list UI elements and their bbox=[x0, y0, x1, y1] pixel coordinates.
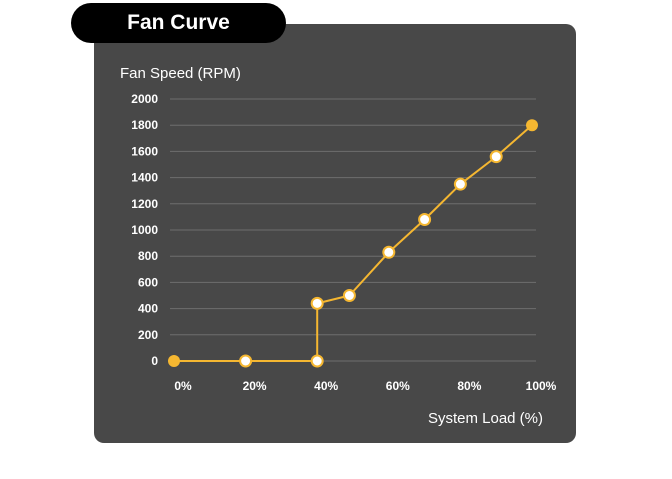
curve-control-point[interactable] bbox=[310, 296, 324, 310]
y-tick-label: 200 bbox=[138, 328, 158, 342]
curve-control-point[interactable] bbox=[239, 354, 253, 368]
x-tick-label: 0% bbox=[174, 379, 192, 393]
curve-control-point[interactable] bbox=[310, 354, 324, 368]
curve-endpoint[interactable] bbox=[168, 355, 180, 367]
curve-control-point[interactable] bbox=[342, 289, 356, 302]
y-tick-label: 1600 bbox=[131, 144, 158, 158]
y-tick-label: 1400 bbox=[131, 171, 158, 185]
chart-title-tab: Fan Curve bbox=[71, 3, 286, 43]
y-tick-label: 2000 bbox=[131, 92, 158, 106]
chart-title: Fan Curve bbox=[127, 11, 230, 34]
y-axis-ticks: 0 200 400 600 800 1000 1200 1400 1600 1800 2000 bbox=[131, 92, 158, 368]
curve-control-point[interactable] bbox=[418, 213, 432, 227]
y-tick-label: 0 bbox=[151, 354, 158, 368]
x-tick-label: 60% bbox=[386, 379, 410, 393]
curve-endpoint[interactable] bbox=[526, 119, 538, 132]
y-tick-label: 800 bbox=[138, 249, 158, 263]
y-tick-label: 1200 bbox=[131, 197, 158, 211]
x-tick-label: 80% bbox=[457, 379, 481, 393]
y-tick-label: 600 bbox=[138, 275, 158, 289]
x-axis-ticks: 0% 20% 40% 60% 80% 100% bbox=[174, 379, 556, 393]
x-tick-label: 100% bbox=[526, 379, 557, 393]
y-tick-label: 400 bbox=[138, 302, 158, 316]
x-axis-title: System Load (%) bbox=[428, 410, 543, 427]
curve-points bbox=[168, 119, 538, 368]
grid-lines bbox=[170, 98, 536, 362]
x-tick-label: 20% bbox=[243, 379, 267, 393]
chart-panel bbox=[94, 24, 576, 443]
y-axis-title: Fan Speed (RPM) bbox=[120, 65, 241, 82]
y-tick-label: 1800 bbox=[131, 118, 158, 132]
fan-curve-line bbox=[174, 124, 533, 362]
curve-control-point[interactable] bbox=[489, 150, 503, 164]
curve-control-point[interactable] bbox=[453, 177, 467, 191]
fan-curve-series bbox=[174, 124, 533, 362]
x-tick-label: 40% bbox=[314, 379, 338, 393]
y-tick-label: 1000 bbox=[131, 223, 158, 237]
curve-control-point[interactable] bbox=[382, 245, 396, 259]
